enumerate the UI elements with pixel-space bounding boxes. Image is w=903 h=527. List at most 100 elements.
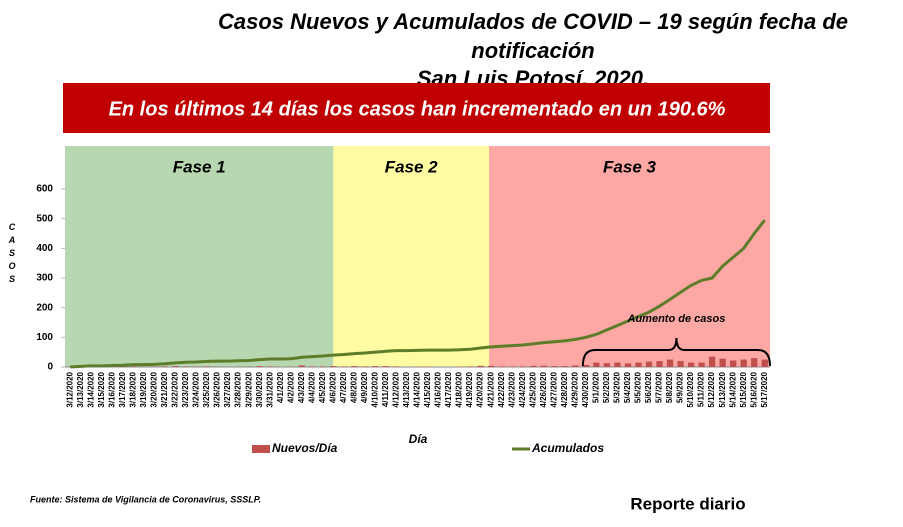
- x-tick-label: 3/27/2020: [223, 371, 232, 407]
- x-tick-label: 4/4/2020: [307, 371, 316, 403]
- x-tick-label: 4/10/2020: [371, 371, 380, 407]
- bar: [645, 361, 653, 367]
- x-tick-label: 4/19/2020: [465, 371, 474, 407]
- x-tick-label: 3/29/2020: [244, 371, 253, 407]
- footer: Reporte diario: [630, 494, 745, 513]
- bar: [666, 359, 674, 367]
- title-line: notificación: [471, 38, 594, 63]
- x-tick-label: 3/31/2020: [265, 371, 274, 407]
- bar: [719, 358, 726, 367]
- bar: [561, 366, 568, 367]
- bar: [466, 366, 474, 367]
- bar: [582, 364, 590, 367]
- y-tick-label: 0: [47, 362, 53, 373]
- x-tick-label: 3/22/2020: [171, 371, 180, 407]
- bar: [740, 359, 747, 367]
- x-tick-label: 4/27/2020: [549, 371, 558, 407]
- bar: [519, 366, 526, 367]
- x-tick-label: 3/20/2020: [150, 371, 159, 407]
- phase-band: [65, 146, 334, 367]
- x-tick-label: 4/2/2020: [286, 371, 295, 403]
- x-tick-label: 5/1/2020: [591, 371, 600, 403]
- x-tick-label: 4/24/2020: [518, 371, 527, 407]
- x-tick-label: 4/6/2020: [328, 371, 337, 403]
- banner-text: En los últimos 14 días los casos han inc…: [109, 98, 726, 120]
- x-tick-label: 4/29/2020: [570, 371, 579, 407]
- bar: [603, 363, 611, 367]
- bar: [477, 365, 484, 367]
- y-tick-label: 400: [36, 243, 53, 254]
- x-tick-label: 5/10/2020: [686, 371, 695, 407]
- bar: [309, 366, 316, 367]
- x-tick-label: 4/20/2020: [476, 371, 485, 407]
- x-tick-label: 3/12/2020: [65, 371, 74, 407]
- brace: [581, 337, 771, 367]
- x-tick-label: 5/17/2020: [760, 371, 769, 407]
- y-tick-label: 200: [36, 302, 53, 313]
- y-tick-label: 600: [36, 184, 53, 195]
- bar: [708, 356, 716, 367]
- x-tick-label: 4/14/2020: [413, 371, 422, 407]
- bar: [509, 366, 516, 367]
- x-tick-label: 5/12/2020: [707, 371, 716, 407]
- x-tick-label: 4/9/2020: [360, 371, 369, 403]
- x-tick-label: 4/28/2020: [560, 371, 569, 407]
- x-tick-label: 3/17/2020: [118, 371, 127, 407]
- y-tick-label: 300: [36, 273, 53, 284]
- x-axis-label: Día: [409, 432, 428, 446]
- bar: [130, 366, 137, 367]
- annotation: Aumento de casos: [627, 313, 726, 325]
- x-tick-label: 4/3/2020: [297, 371, 306, 403]
- x-tick-label: 4/15/2020: [423, 371, 432, 407]
- x-tick-label: 4/22/2020: [497, 371, 506, 407]
- x-tick-label: 4/1/2020: [276, 371, 285, 403]
- banner-box: [63, 83, 770, 133]
- x-tick-label: 3/30/2020: [255, 371, 264, 407]
- bar: [330, 366, 337, 367]
- x-tick-label: 3/14/2020: [86, 371, 95, 407]
- x-tick-label: 3/28/2020: [234, 371, 243, 407]
- x-tick-label: 3/25/2020: [202, 371, 211, 407]
- phase-band: [333, 146, 490, 367]
- x-tick-label: 4/5/2020: [318, 371, 327, 403]
- legend-label: Acumulados: [531, 441, 604, 455]
- bar: [267, 366, 274, 367]
- legend-swatch: [252, 445, 270, 453]
- bar: [761, 359, 768, 367]
- x-tick-label: 5/14/2020: [728, 371, 737, 407]
- y-tick-label: 500: [36, 213, 53, 224]
- x-tick-label: 4/17/2020: [444, 371, 453, 407]
- bar: [182, 366, 190, 367]
- bar: [593, 362, 600, 367]
- x-tick-label: 5/13/2020: [718, 371, 727, 407]
- x-tick-label: 3/26/2020: [213, 371, 222, 407]
- bar: [351, 366, 358, 367]
- bar: [751, 358, 758, 367]
- x-tick-label: 4/23/2020: [507, 371, 516, 407]
- bar: [730, 360, 737, 367]
- bar: [203, 366, 211, 367]
- x-tick-label: 4/30/2020: [581, 371, 590, 407]
- bar: [624, 363, 632, 367]
- x-tick-label: 3/13/2020: [76, 371, 85, 407]
- bar: [319, 366, 326, 367]
- x-tick-label: 4/13/2020: [402, 371, 411, 407]
- bar: [298, 365, 305, 367]
- x-tick-label: 3/23/2020: [181, 371, 190, 407]
- x-tick-label: 4/7/2020: [339, 371, 348, 403]
- bar: [530, 365, 537, 367]
- bar: [256, 366, 263, 367]
- phase-label: Fase 2: [385, 157, 438, 176]
- x-tick-label: 4/11/2020: [381, 371, 390, 407]
- bar: [340, 366, 347, 367]
- bar: [382, 366, 390, 367]
- phase-label: Fase 1: [173, 157, 226, 176]
- x-tick-label: 3/16/2020: [107, 371, 116, 407]
- bar: [656, 361, 663, 367]
- legend-label: Nuevos/Día: [272, 441, 338, 455]
- x-tick-label: 5/6/2020: [644, 371, 653, 403]
- bar: [540, 365, 547, 367]
- bar: [172, 366, 179, 367]
